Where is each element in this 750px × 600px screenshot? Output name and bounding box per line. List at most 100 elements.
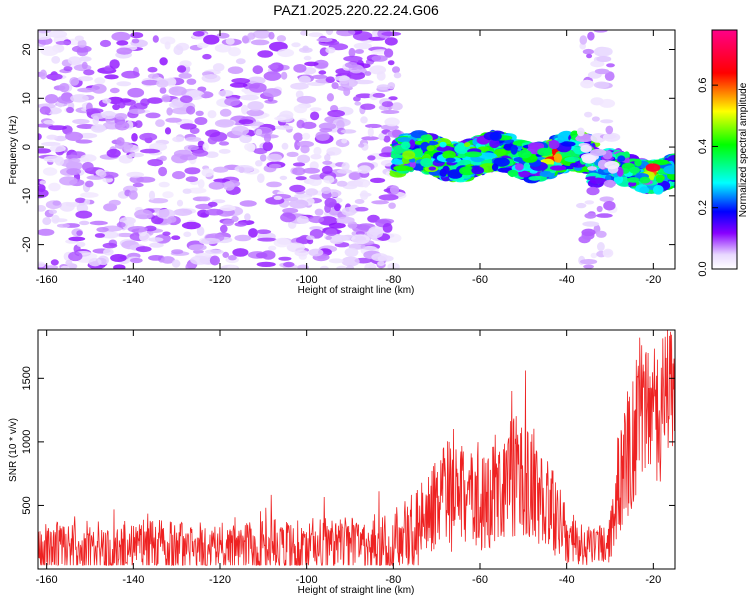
spectrogram-cell: [639, 186, 650, 194]
spectrogram-cell: [341, 138, 348, 144]
spectrogram-cell: [172, 136, 185, 143]
spectrogram-cell: [38, 133, 42, 141]
spectrogram-cell: [527, 142, 545, 150]
spectrogram-cell: [155, 119, 165, 127]
spectrogram-cell: [325, 30, 334, 36]
spectrogram-cell: [392, 154, 405, 159]
spectrogram-cell: [128, 190, 138, 200]
spectrogram-cell: [603, 200, 616, 211]
spectrogram-cell: [523, 162, 531, 170]
spectrogram-cell: [420, 158, 433, 168]
spectrogram-cell: [606, 63, 615, 68]
spectrogram-cell: [341, 162, 350, 171]
spectrogram-cell: [66, 168, 82, 176]
spectrogram-cell: [244, 143, 256, 151]
spectrogram-cell: [86, 175, 105, 180]
spectrogram-cell: [228, 255, 237, 261]
spectrogram-cell: [223, 181, 235, 191]
spectrogram-cell: [196, 226, 205, 236]
spectrogram-cell: [355, 231, 365, 236]
spectrogram-cell: [256, 261, 276, 267]
spectrogram-cell: [360, 103, 376, 110]
spectrogram-cell: [129, 257, 143, 264]
spectrogram-cell: [76, 230, 83, 236]
spectrogram-cell: [382, 223, 393, 233]
spectrogram-cell: [360, 116, 368, 124]
spectrogram-cell: [85, 108, 104, 114]
spectrogram-cell: [48, 30, 68, 38]
spectrogram-cell: [296, 95, 317, 104]
x-tick-label: -40: [559, 574, 575, 586]
spectrogram-cell: [580, 259, 598, 265]
spectrogram-cell: [77, 87, 96, 93]
spectrogram-cell: [389, 185, 400, 194]
spectrogram-cell: [192, 249, 204, 254]
spectrogram-cell: [140, 98, 150, 107]
spectrogram-cell: [164, 127, 172, 135]
spectrogram-cell: [283, 261, 295, 268]
spectrogram-cell: [207, 110, 217, 119]
spectrogram-cell: [627, 177, 640, 183]
y-tick-label: -20: [21, 237, 33, 253]
spectrogram-cell: [602, 248, 614, 258]
spectrogram-cell: [420, 134, 433, 141]
spectrogram-cell: [94, 77, 106, 85]
spectrogram-cell: [39, 106, 51, 115]
spectrogram-cell: [213, 178, 230, 183]
spectrogram-cell: [42, 167, 58, 176]
spectrogram-cell: [147, 159, 164, 167]
spectrogram-cell: [586, 186, 600, 196]
spectrogram-cell: [38, 33, 52, 40]
spectrogram-cell: [445, 157, 456, 163]
spectrogram-cell: [99, 231, 120, 239]
spectrogram-cell: [297, 154, 311, 164]
spectrogram-cell: [181, 221, 201, 230]
spectrogram-cell: [303, 55, 312, 61]
spectrogram-cell: [162, 231, 171, 236]
spectrogram-cell: [366, 228, 383, 239]
spectrogram-cell: [316, 37, 333, 43]
spectrogram-cell: [214, 119, 235, 128]
spectrogram-cell: [134, 209, 153, 220]
spectrogram-cell: [188, 244, 207, 251]
spectrogram-cell: [162, 191, 174, 199]
colorbar-tick-label: 0.2: [697, 200, 709, 215]
spectrogram-cell: [214, 43, 232, 53]
spectrogram-cell: [104, 74, 119, 80]
spectrogram-cell: [111, 31, 131, 42]
spectrogram-panel: -160 -140 -120 -100 -80 -60 -40 -20 -20-1001020…: [8, 29, 676, 296]
spectrogram-cell: [132, 182, 144, 188]
spectrogram-cell: [590, 60, 605, 68]
spectrogram-cell: [195, 110, 204, 117]
spectrogram-cell: [55, 40, 71, 45]
spectrogram-cell: [336, 180, 348, 187]
spectrogram-cell: [190, 255, 210, 265]
spectrogram-cell: [308, 215, 325, 224]
snr-y-label: SNR (10 * v/v): [8, 418, 19, 482]
spectrogram-cell: [148, 255, 164, 261]
spectrogram-cell: [493, 157, 510, 167]
spectrogram-cell: [147, 73, 160, 79]
spectrogram-cell: [65, 259, 73, 266]
spectrogram-cell: [405, 166, 414, 171]
spectrogram-cell: [241, 104, 249, 115]
spectrogram-cell: [336, 169, 353, 174]
spectrogram-cell: [75, 197, 86, 203]
spectrogram-cell: [594, 68, 610, 75]
spectrogram-cell: [362, 180, 369, 188]
spectrogram-cell: [581, 228, 596, 237]
spectrogram-cell: [50, 259, 59, 266]
spectrogram-cell: [76, 203, 89, 213]
x-tick-label: -160: [36, 274, 58, 286]
spectrogram-cell: [52, 200, 61, 206]
spectrogram-cell: [72, 118, 90, 125]
spectrogram-cell: [160, 36, 176, 45]
spectrogram-cell: [489, 138, 500, 149]
spectrogram-cell: [576, 127, 585, 137]
spectrogram-cell: [302, 45, 309, 52]
spectrogram-cell: [185, 136, 202, 142]
spectrogram-cell: [584, 111, 593, 118]
spectrogram-cell: [199, 196, 211, 202]
spectrogram-cell: [597, 242, 605, 252]
spectrogram-cell: [99, 39, 112, 48]
